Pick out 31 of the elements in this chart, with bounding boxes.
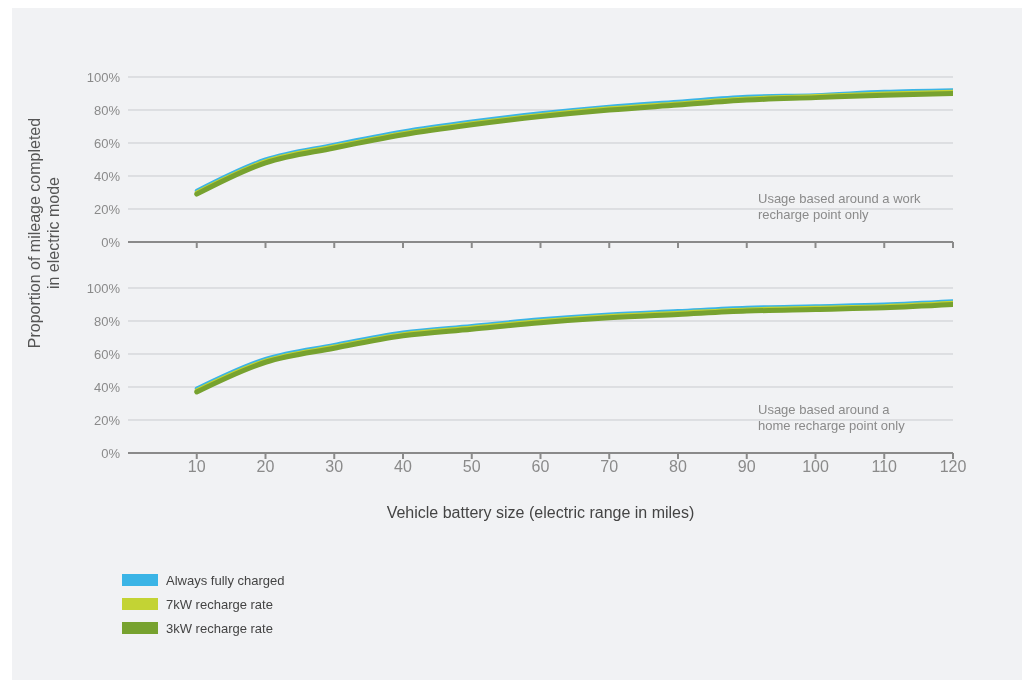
legend-label: 7kW recharge rate bbox=[166, 596, 273, 612]
y-tick-label: 40% bbox=[93, 379, 121, 395]
legend-label: Always fully charged bbox=[166, 572, 285, 588]
annotation: Usage based around a home recharge point only bbox=[758, 402, 906, 434]
x-tick-label: 120 bbox=[939, 458, 967, 476]
x-tick-label: 20 bbox=[256, 458, 275, 476]
y-tick-label: 40% bbox=[93, 168, 121, 184]
y-tick-label: 100% bbox=[86, 280, 121, 296]
x-tick-label: 60 bbox=[531, 458, 550, 476]
y-tick-label: 60% bbox=[93, 135, 121, 151]
x-tick-label: 50 bbox=[462, 458, 481, 476]
y-tick-label: 20% bbox=[93, 201, 121, 217]
x-axis-title: Vehicle battery size (electric range in miles) bbox=[385, 504, 696, 522]
x-tick-label: 70 bbox=[600, 458, 619, 476]
y-tick-label: 80% bbox=[93, 102, 121, 118]
y-axis-title: Proportion of mileage completed in electric mode bbox=[25, 116, 63, 351]
x-tick-label: 80 bbox=[669, 458, 687, 476]
y-tick-label: 0% bbox=[101, 445, 121, 461]
x-tick-label: 90 bbox=[737, 458, 756, 476]
x-tick-label: 110 bbox=[871, 458, 898, 476]
annotation: Usage based around a work recharge point only bbox=[758, 191, 922, 223]
x-tick-label: 100 bbox=[802, 458, 829, 476]
y-tick-label: 60% bbox=[93, 346, 121, 362]
x-tick-label: 40 bbox=[394, 458, 412, 476]
x-tick-label: 10 bbox=[187, 458, 206, 476]
y-tick-label: 80% bbox=[93, 313, 121, 329]
y-tick-label: 0% bbox=[101, 234, 121, 250]
legend-label: 3kW recharge rate bbox=[166, 620, 273, 636]
x-tick-label: 30 bbox=[325, 458, 344, 476]
y-tick-label: 20% bbox=[93, 412, 121, 428]
y-tick-label: 100% bbox=[86, 69, 121, 85]
